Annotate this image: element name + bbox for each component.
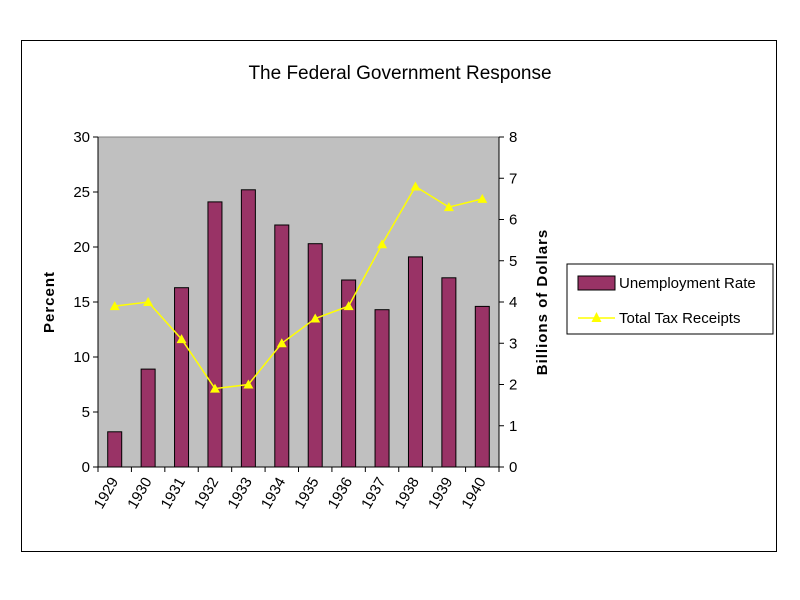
x-tick-label: 1936 (325, 475, 356, 512)
x-tick-label: 1929 (91, 475, 122, 512)
x-tick-label: 1935 (291, 475, 322, 512)
marker-tax-1929 (109, 301, 120, 311)
y-tick-label: 25 (73, 184, 90, 201)
x-tick-label: 1931 (158, 475, 189, 512)
marker-tax-1940 (477, 193, 488, 203)
bar-series (107, 189, 490, 468)
marker-tax-1937 (377, 239, 388, 249)
y-tick-label: 30 (73, 129, 90, 146)
y2-tick-label: 8 (509, 129, 517, 146)
legend-swatch-unemployment (577, 275, 616, 291)
y2-axis-title: Billions of Dollars (534, 229, 551, 376)
y2-tick-label: 5 (509, 253, 517, 270)
chart-svg: The Federal Government Response 05101520… (41, 63, 774, 512)
x-tick-label: 1933 (224, 475, 255, 512)
marker-tax-1930 (143, 297, 154, 306)
y-tick-label: 5 (82, 404, 90, 421)
x-tick-label: 1934 (258, 475, 289, 512)
bar-unemployment-1937 (374, 309, 390, 468)
y2-tick-label: 1 (509, 418, 517, 435)
marker-tax-1936 (343, 301, 354, 311)
y-tick-label: 10 (73, 349, 90, 366)
legend-swatch-tax-marker (591, 312, 602, 322)
y2-tick-label: 7 (509, 170, 517, 187)
line-total-tax-receipts (114, 185, 483, 390)
chart-frame: The Federal Government Response 0 5 10 15 20… (21, 40, 777, 552)
marker-tax-1935 (310, 313, 321, 323)
y2-tick-label: 6 (509, 212, 517, 229)
marker-tax-1933 (243, 379, 254, 389)
x-tick-label: 1930 (124, 475, 155, 512)
y2-tick-label: 0 (509, 459, 517, 476)
bar-unemployment-1935 (307, 243, 323, 468)
legend-label-unemployment: Unemployment Rate (619, 275, 756, 292)
x-tick-label: 1938 (392, 475, 423, 512)
chart-title: The Federal Government Response (248, 63, 551, 84)
x-tick-label: 1932 (191, 475, 222, 512)
marker-tax-1934 (276, 338, 287, 348)
bar-unemployment-1933 (240, 189, 256, 468)
x-tick-label: 1937 (358, 475, 389, 512)
bar-unemployment-1931 (174, 287, 190, 468)
marker-tax-1932 (209, 383, 220, 393)
marker-tax-1931 (176, 334, 187, 344)
bar-unemployment-1940 (474, 305, 490, 468)
bar-unemployment-1938 (407, 256, 423, 468)
y-axis-title: Percent (41, 271, 58, 333)
y-tick-label: 20 (73, 239, 90, 256)
y-tick-label: 0 (82, 459, 90, 476)
marker-tax-1939 (443, 202, 454, 212)
y2-tick-label: 2 (509, 377, 517, 394)
x-tick-label: 1939 (425, 475, 456, 512)
line-series (109, 181, 488, 393)
bar-unemployment-1929 (107, 431, 123, 468)
legend: Unemployment Rate Total Tax Receipts (566, 263, 774, 335)
marker-tax-1938 (410, 181, 421, 191)
plot-area (97, 136, 500, 468)
x-tick-label: 1940 (458, 475, 489, 512)
y2-tick-label: 3 (509, 335, 517, 352)
y2-tick-label: 4 (509, 294, 517, 311)
bar-unemployment-1932 (207, 201, 223, 468)
bar-unemployment-1930 (140, 368, 156, 468)
y-tick-label: 15 (73, 294, 90, 311)
legend-label-tax: Total Tax Receipts (619, 310, 740, 327)
bar-unemployment-1939 (441, 277, 457, 468)
